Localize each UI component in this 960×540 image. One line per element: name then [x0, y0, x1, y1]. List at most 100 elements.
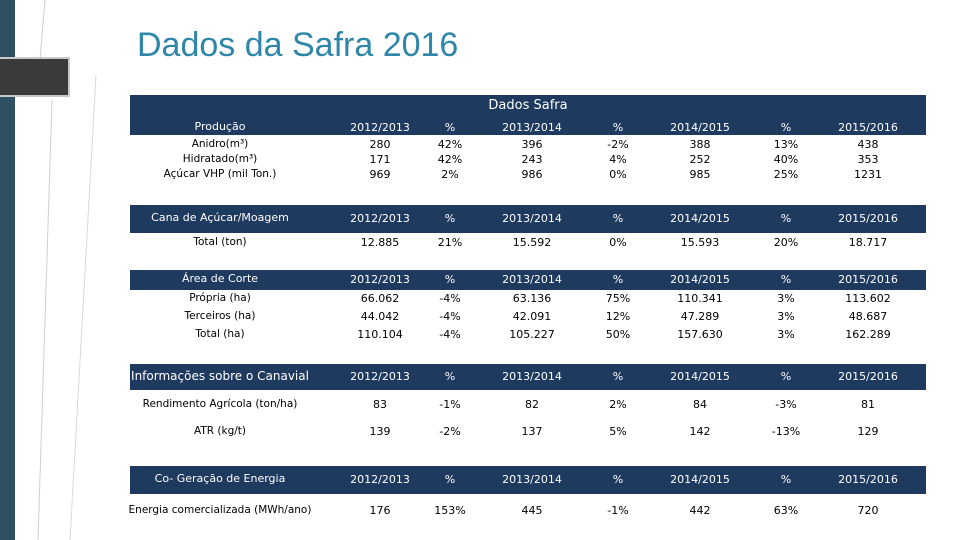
canavial-header-cell: %	[780, 370, 792, 383]
producao-table-row: Hidratado(m³) 171 42% 243 4% 252 40% 353	[130, 153, 926, 168]
area-header-cell: %	[612, 273, 624, 286]
area-row-value: 75%	[605, 292, 631, 305]
area-header-cell: 2013/2014	[502, 273, 562, 286]
producao-row-value: 42%	[437, 138, 463, 151]
producao-row-value: 25%	[773, 168, 799, 181]
canavial-row-value: 5%	[609, 425, 627, 438]
canavial-header-cell: 2015/2016	[838, 370, 898, 383]
area-row-value: 3%	[777, 328, 795, 341]
cana-row-value: 21%	[437, 236, 463, 249]
area-header-cell: 2012/2013	[350, 273, 410, 286]
cana-header-cell: %	[780, 212, 792, 225]
producao-row-value: 396	[521, 138, 543, 151]
producao-row-value: 4%	[609, 153, 627, 166]
cana-header-cell: %	[444, 212, 456, 225]
cogeracao-header-cell: Co- Geração de Energia	[154, 472, 286, 485]
area-row-value: 44.042	[360, 310, 400, 323]
canavial-table-row: ATR (kg/t) 139 -2% 137 5% 142 -13% 129	[130, 425, 926, 440]
area-row-value: -4%	[439, 292, 461, 305]
cana-row-value: 15.593	[680, 236, 720, 249]
canavial-row-value: 137	[521, 425, 543, 438]
producao-table-row: Açúcar VHP (mil Ton.) 969 2% 986 0% 985 25% 123…	[130, 168, 926, 183]
cogeracao-header-cell: 2013/2014	[502, 473, 562, 486]
canavial-row-value: 84	[693, 398, 707, 411]
area-row-value: 110.104	[357, 328, 403, 341]
producao-row-value: 969	[369, 168, 391, 181]
producao-header-cell: 2015/2016	[838, 121, 898, 134]
canavial-row-value: -13%	[771, 425, 801, 438]
cogeracao-header-cell: %	[780, 473, 792, 486]
producao-header-cell: 2012/2013	[350, 121, 410, 134]
cogeracao-row-value: 445	[521, 504, 543, 517]
area-row-value: 105.227	[509, 328, 555, 341]
cogeracao-row-value: 153%	[434, 504, 466, 517]
producao-row-value: 280	[369, 138, 391, 151]
producao-header-cell: %	[444, 121, 456, 134]
producao-row-value: 171	[369, 153, 391, 166]
cana-header-cell: %	[612, 212, 624, 225]
area-row-value: 12%	[605, 310, 631, 323]
area-row-label: Própria (ha)	[189, 292, 251, 304]
producao-row-value: 986	[521, 168, 543, 181]
cana-row-value: 0%	[609, 236, 627, 249]
cogeracao-row-value: 176	[369, 504, 391, 517]
area-row-value: 47.289	[680, 310, 720, 323]
area-row-value: 63.136	[512, 292, 552, 305]
area-table-row: Total (ha) 110.104 -4% 105.227 50% 157.630 3% 1…	[130, 328, 926, 343]
canavial-table-row: Rendimento Agrícola (ton/ha) 83 -1% 82 2% 84 -…	[130, 398, 926, 413]
cogeracao-row-label: Energia comercializada (MWh/ano)	[128, 504, 312, 516]
area-row-value: 3%	[777, 292, 795, 305]
cana-table-row: Total (ton) 12.885 21% 15.592 0% 15.593 20% 18.…	[130, 236, 926, 250]
producao-row-value: 13%	[773, 138, 799, 151]
cana-row-value: 20%	[773, 236, 799, 249]
cogeracao-header-cell: 2012/2013	[350, 473, 410, 486]
producao-row-value: 0%	[609, 168, 627, 181]
area-row-value: 50%	[605, 328, 631, 341]
area-row-value: -4%	[439, 310, 461, 323]
canavial-row-value: 2%	[609, 398, 627, 411]
producao-row-value: 438	[857, 138, 879, 151]
slide-title: Dados da Safra 2016	[137, 26, 459, 64]
producao-header-cell: %	[612, 121, 624, 134]
area-row-value: 157.630	[677, 328, 723, 341]
producao-row-value: 252	[689, 153, 711, 166]
cana-header-cell: 2014/2015	[670, 212, 730, 225]
area-header-cell: %	[444, 273, 456, 286]
cana-row-label: Total (ton)	[193, 236, 247, 248]
producao-row-value: 388	[689, 138, 711, 151]
area-row-value: 48.687	[848, 310, 888, 323]
area-header-cell: 2015/2016	[838, 273, 898, 286]
producao-header-cell: Produção	[194, 120, 246, 133]
canavial-row-value: 139	[369, 425, 391, 438]
canavial-header-cell: %	[444, 370, 456, 383]
area-table-row: Terceiros (ha) 44.042 -4% 42.091 12% 47.289 3%…	[130, 310, 926, 325]
canavial-header-row: Informações sobre o Canavial 2012/2013% 20…	[130, 364, 926, 390]
area-header-row: Área de Corte 2012/2013% 2013/2014% 2014/20…	[130, 270, 926, 290]
area-row-value: 162.289	[845, 328, 891, 341]
area-row-value: 42.091	[512, 310, 552, 323]
canavial-row-value: 83	[373, 398, 387, 411]
cogeracao-row-value: 720	[857, 504, 879, 517]
cogeracao-header-cell: %	[612, 473, 624, 486]
cogeracao-header-cell: %	[444, 473, 456, 486]
canavial-row-value: -2%	[439, 425, 461, 438]
canavial-row-label: ATR (kg/t)	[193, 425, 246, 437]
canavial-header-cell: 2012/2013	[350, 370, 410, 383]
area-header-cell: 2014/2015	[670, 273, 730, 286]
table-banner: Dados Safra	[130, 95, 926, 119]
producao-row-value: 1231	[854, 168, 882, 181]
producao-row-value: 985	[689, 168, 711, 181]
producao-header-row: Produção 2012/2013% 2013/2014% 2014/2015% 20…	[130, 119, 926, 135]
area-row-value: 3%	[777, 310, 795, 323]
side-tab-inner	[0, 62, 58, 92]
canavial-header-cell: %	[612, 370, 624, 383]
producao-header-cell: 2014/2015	[670, 121, 730, 134]
cana-header-cell: Cana de Açúcar/Moagem	[151, 211, 289, 224]
canavial-row-value: 82	[525, 398, 539, 411]
cogeracao-table-row: Energia comercializada (MWh/ano) 176 153% 4…	[128, 504, 926, 519]
area-table-row: Própria (ha) 66.062 -4% 63.136 75% 110.341 3% 1…	[130, 292, 926, 307]
area-row-value: 66.062	[360, 292, 400, 305]
side-accent-bar	[0, 0, 14, 540]
canavial-row-value: 81	[861, 398, 875, 411]
area-header-cell: %	[780, 273, 792, 286]
